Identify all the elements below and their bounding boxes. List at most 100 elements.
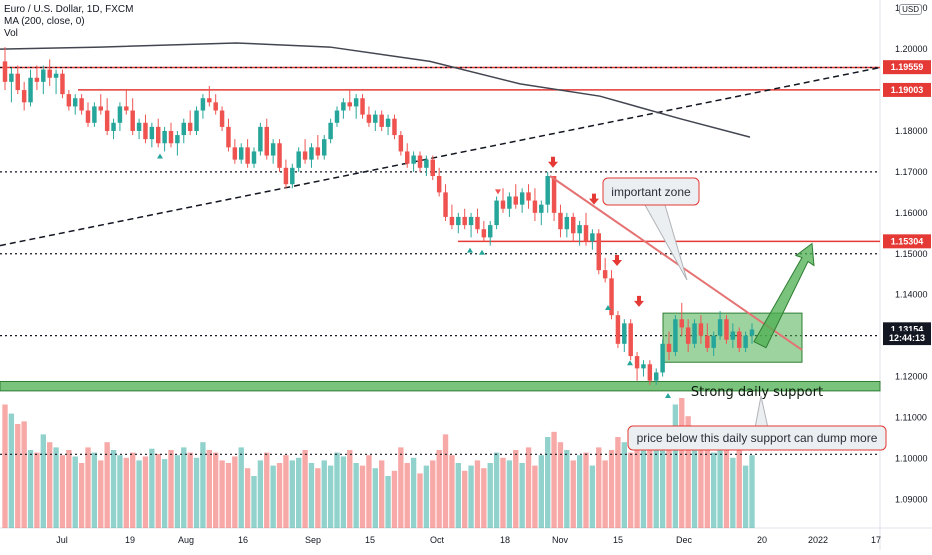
volume-bar	[436, 450, 442, 528]
candle-body	[347, 102, 353, 107]
candle-body	[47, 69, 52, 78]
candle-body	[194, 110, 199, 131]
candle-body	[634, 356, 640, 369]
volume-bar	[640, 431, 647, 528]
candle-body	[104, 110, 110, 131]
candle-body	[711, 335, 716, 348]
volume-bar	[110, 450, 117, 528]
volume-bar	[289, 460, 295, 528]
candle-body	[28, 77, 33, 103]
volume-bar	[251, 476, 257, 528]
x-tick-label: Jul	[56, 535, 68, 545]
ma-indicator-label[interactable]: MA (200, close, 0)	[4, 16, 85, 27]
ma-200-line	[0, 42, 751, 138]
candle-body	[309, 147, 314, 160]
candle-body	[526, 192, 531, 201]
candle-body	[590, 233, 595, 242]
candle-body	[92, 106, 97, 123]
volume-bar	[130, 452, 136, 528]
x-tick-label: 2022	[808, 535, 828, 545]
candle-body	[602, 270, 608, 279]
x-tick-label: 15	[613, 535, 623, 545]
volume-bar	[238, 447, 244, 528]
candle-body	[481, 229, 487, 238]
volume-bar	[455, 463, 461, 528]
volume-bar	[691, 431, 698, 528]
signal-triangle-icon	[479, 249, 485, 255]
volume-bar	[2, 404, 8, 528]
candle-body	[124, 106, 129, 111]
candle-body	[9, 73, 14, 82]
volume-bar	[200, 442, 206, 528]
volume-bar	[589, 465, 596, 528]
candle-body	[53, 73, 59, 78]
candle-body	[736, 331, 742, 348]
price-tag-label: 1.19003	[891, 85, 924, 95]
projection-arrow-icon	[753, 242, 815, 349]
candle-body	[2, 61, 8, 82]
candle-body	[130, 110, 135, 131]
candle-body	[238, 147, 244, 160]
candle-body	[456, 216, 461, 226]
candle-body	[666, 343, 672, 352]
candle-body	[277, 143, 282, 168]
volume-bar	[596, 447, 602, 528]
volume-bar	[730, 457, 736, 528]
candle-body	[417, 155, 423, 168]
candle-body	[213, 102, 218, 111]
volume-bar	[321, 460, 327, 528]
candle-body	[698, 323, 704, 336]
y-tick-label: 1.15000	[895, 249, 928, 259]
candle-body	[398, 135, 404, 152]
volume-bar	[481, 468, 487, 528]
volume-bar	[404, 463, 410, 528]
x-tick-label: Nov	[552, 535, 569, 545]
down-arrow-icon	[548, 156, 558, 168]
volume-bar	[417, 473, 423, 528]
y-tick-label: 1.12000	[895, 372, 928, 382]
volume-bar	[98, 460, 104, 528]
callout-pointer	[754, 395, 769, 429]
candle-body	[149, 126, 155, 140]
volume-bar	[193, 457, 200, 528]
symbol-title[interactable]: Euro / U.S. Dollar, 1D, FXCM	[4, 4, 134, 15]
volume-bar	[736, 447, 742, 528]
candle-body	[468, 216, 474, 226]
price-tag-label: 12:44:13	[889, 333, 925, 343]
volume-bar	[117, 455, 123, 528]
candle-body	[730, 331, 736, 340]
volume-bar	[385, 476, 391, 528]
candle-body	[117, 106, 123, 123]
volume-bar	[742, 465, 749, 528]
volume-bar	[308, 463, 315, 528]
volume-bar	[442, 434, 449, 528]
x-tick-label: 17	[871, 535, 881, 545]
volume-bar	[302, 450, 308, 528]
candle-body	[673, 319, 678, 352]
candle-body	[373, 114, 378, 123]
volume-bar	[602, 460, 608, 528]
candle-body	[622, 323, 627, 344]
price-tag-label: 1.13154	[891, 324, 924, 334]
volume-bar	[551, 431, 557, 528]
candle-body	[143, 122, 148, 140]
volume-bar	[142, 456, 149, 528]
volume-bar	[493, 452, 500, 528]
candle-body	[366, 114, 372, 123]
volume-bar	[679, 398, 685, 528]
volume-bar	[647, 442, 653, 528]
volume-bar	[15, 424, 21, 528]
down-arrow-icon	[634, 295, 644, 307]
currency-badge[interactable]: USD	[899, 4, 922, 15]
volume-bar	[276, 463, 283, 528]
candle-body	[21, 90, 27, 103]
candle-body	[551, 176, 557, 213]
volume-bar	[359, 465, 366, 528]
candle-body	[660, 343, 665, 373]
volume-bar	[449, 455, 455, 528]
rising-trendline	[0, 66, 881, 247]
volume-indicator-label[interactable]: Vol	[4, 28, 18, 39]
candle-body	[583, 225, 589, 242]
